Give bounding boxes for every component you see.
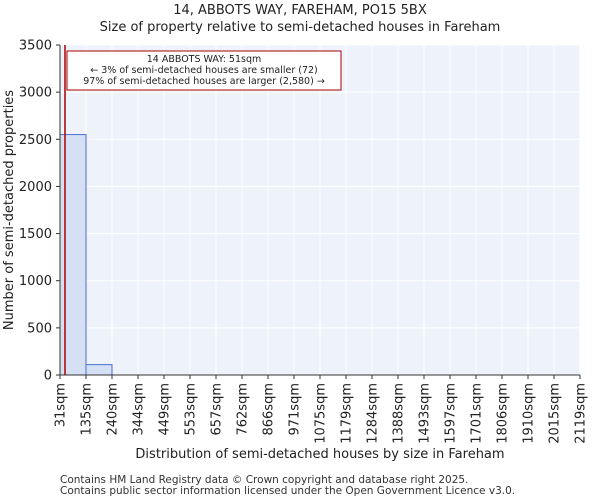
y-tick-label: 500 bbox=[27, 321, 52, 336]
x-tick-label: 2119sqm bbox=[574, 383, 589, 444]
y-axis-title: Number of semi-detached properties bbox=[2, 90, 17, 330]
x-tick-label: 1597sqm bbox=[444, 383, 459, 444]
x-tick-label: 657sqm bbox=[210, 383, 225, 436]
annotation-line: 14 ABBOTS WAY: 51sqm bbox=[147, 54, 262, 65]
x-tick-label: 1284sqm bbox=[366, 383, 381, 444]
y-tick-label: 2000 bbox=[19, 180, 52, 195]
annotation-box bbox=[66, 50, 342, 91]
x-tick-label: 1493sqm bbox=[418, 383, 433, 444]
x-tick-label: 1075sqm bbox=[314, 383, 329, 444]
x-tick-label: 344sqm bbox=[132, 383, 147, 436]
x-tick-label: 1910sqm bbox=[522, 383, 537, 444]
x-tick-label: 762sqm bbox=[236, 383, 251, 436]
y-tick-label: 3000 bbox=[19, 86, 52, 101]
annotation-line: ← 3% of semi-detached houses are smaller… bbox=[90, 65, 318, 76]
footer-licence: Contains public sector information licen… bbox=[60, 485, 516, 497]
x-tick-label: 1179sqm bbox=[340, 383, 355, 444]
chart-subtitle: Size of property relative to semi-detach… bbox=[99, 20, 501, 35]
x-tick-label: 1806sqm bbox=[496, 383, 511, 444]
x-tick-label: 1701sqm bbox=[470, 383, 485, 444]
x-tick-label: 866sqm bbox=[262, 383, 277, 436]
y-tick-label: 3500 bbox=[19, 39, 52, 54]
x-tick-label: 971sqm bbox=[288, 383, 303, 436]
y-tick-label: 2500 bbox=[19, 133, 52, 148]
y-tick-label: 1500 bbox=[19, 227, 52, 242]
x-tick-label: 240sqm bbox=[106, 383, 121, 436]
x-tick-label: 449sqm bbox=[158, 383, 173, 436]
x-tick-label: 1388sqm bbox=[392, 383, 407, 444]
x-tick-label: 553sqm bbox=[184, 383, 199, 436]
y-tick-label: 1000 bbox=[19, 274, 52, 289]
x-tick-label: 2015sqm bbox=[548, 383, 563, 444]
x-tick-label: 31sqm bbox=[54, 383, 69, 427]
annotation-line: 97% of semi-detached houses are larger (… bbox=[83, 76, 325, 87]
y-tick-label: 0 bbox=[44, 369, 52, 384]
histogram-bar bbox=[59, 134, 87, 376]
footer-copyright: Contains HM Land Registry data © Crown c… bbox=[60, 474, 469, 486]
x-axis-title: Distribution of semi-detached houses by … bbox=[135, 447, 504, 462]
x-tick-label: 135sqm bbox=[80, 383, 95, 436]
histogram-bar bbox=[85, 364, 113, 376]
chart-title: 14, ABBOTS WAY, FAREHAM, PO15 5BX bbox=[173, 3, 427, 18]
